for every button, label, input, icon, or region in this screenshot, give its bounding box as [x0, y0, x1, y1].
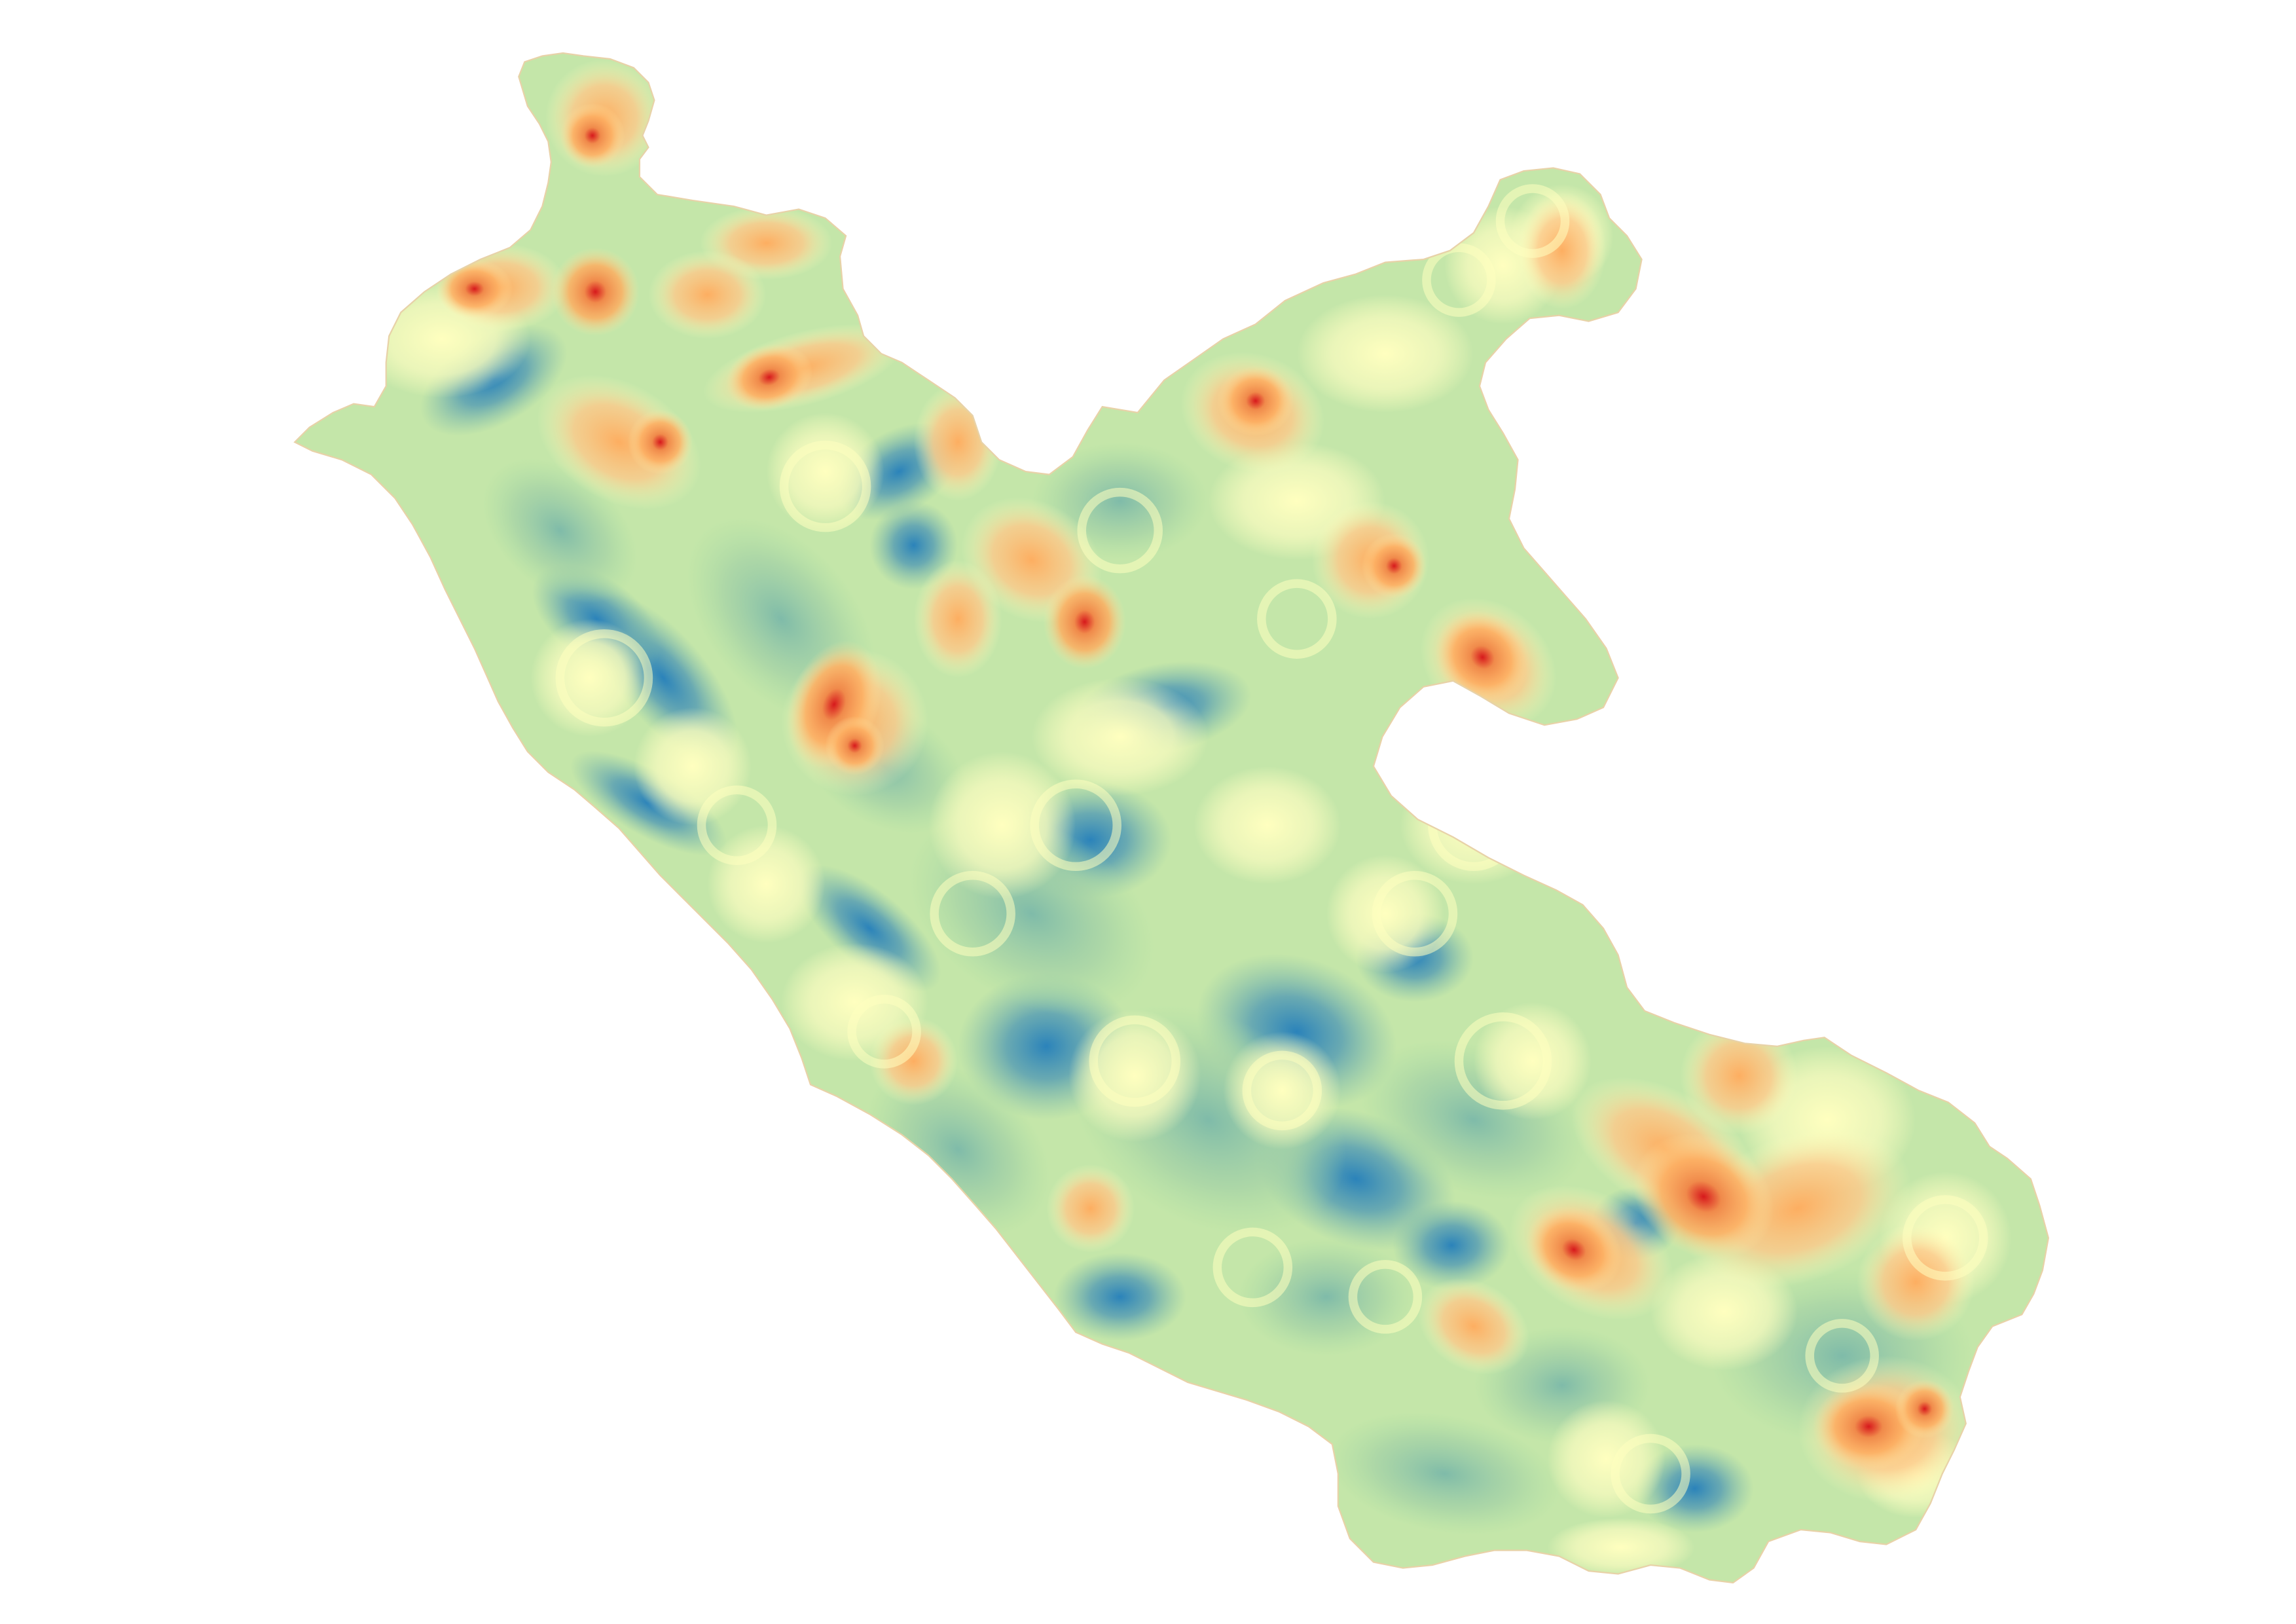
- density-blob-hot: [1895, 1379, 1954, 1439]
- buffer-ring: [1077, 487, 1163, 574]
- density-blob-hot: [1525, 1206, 1622, 1294]
- buffer-ring: [1495, 184, 1570, 258]
- density-blob-pale: [928, 751, 1076, 899]
- buffer-ring: [1454, 1012, 1552, 1110]
- density-blob-hot: [436, 259, 513, 319]
- density-blob-pale: [1326, 855, 1444, 973]
- density-blob-hot: [551, 248, 640, 337]
- buffer-ring: [1611, 1433, 1690, 1514]
- density-blob-warm: [1518, 191, 1607, 310]
- buffer-ring: [1030, 779, 1121, 872]
- density-blob-pale: [1068, 1009, 1201, 1143]
- buffer-ring: [930, 871, 1015, 957]
- density-blob-pale: [1194, 766, 1341, 885]
- buffer-ring: [1422, 243, 1496, 317]
- density-blob-warm: [869, 1016, 958, 1105]
- density-blob-cold: [1167, 1425, 1309, 1522]
- buffer-ring: [1372, 871, 1458, 957]
- density-blob-hot: [725, 344, 813, 411]
- density-blob-pale: [1031, 678, 1209, 796]
- density-blob-warm: [1417, 1278, 1529, 1375]
- buffer-ring: [1348, 1260, 1423, 1334]
- buffer-ring: [1212, 1227, 1293, 1308]
- density-blob-cool: [1327, 1412, 1561, 1536]
- buffer-ring: [779, 440, 871, 532]
- density-blob-hot: [560, 103, 625, 168]
- buffer-ring: [847, 995, 921, 1069]
- density-blob-warm: [1046, 1164, 1135, 1253]
- density-blob-pale: [707, 825, 826, 944]
- density-blob-hot: [1434, 610, 1531, 705]
- density-blob-pale: [633, 707, 752, 826]
- buffer-ring: [1242, 1050, 1322, 1131]
- buffer-ring: [1902, 1195, 1988, 1281]
- density-blob-pale: [1223, 1031, 1341, 1150]
- density-blob-pale: [1296, 295, 1474, 413]
- density-blob-pale: [766, 413, 884, 531]
- density-blob-warm: [1680, 1016, 1798, 1135]
- density-blob-hot: [1633, 1134, 1774, 1260]
- density-blob-pale: [530, 619, 649, 737]
- region-boundary: [293, 52, 2049, 1584]
- density-blob-hot: [627, 409, 693, 475]
- buffer-ring: [1089, 1015, 1181, 1107]
- density-blob-hot: [825, 716, 884, 775]
- density-blob-cold: [1393, 1201, 1511, 1290]
- density-blob-cold: [869, 501, 958, 590]
- buffer-ring: [555, 629, 653, 727]
- density-blob-warm: [537, 375, 701, 510]
- density-blob-hot: [1361, 533, 1427, 599]
- buffer-ring: [1805, 1319, 1879, 1393]
- density-blob-pale: [1547, 1517, 1695, 1577]
- density-blob-warm: [648, 250, 767, 339]
- density-blob-warm: [1857, 1223, 1975, 1341]
- buffer-ring: [697, 785, 777, 866]
- density-blob-pale: [1473, 1002, 1592, 1120]
- density-blob-cold: [1053, 1252, 1187, 1341]
- density-blob-warm: [913, 560, 1002, 678]
- density-blob-hot: [1217, 365, 1294, 437]
- density-blob-hot: [1043, 574, 1126, 669]
- density-blob-pale: [1547, 1399, 1666, 1518]
- buffer-ring: [1257, 579, 1337, 659]
